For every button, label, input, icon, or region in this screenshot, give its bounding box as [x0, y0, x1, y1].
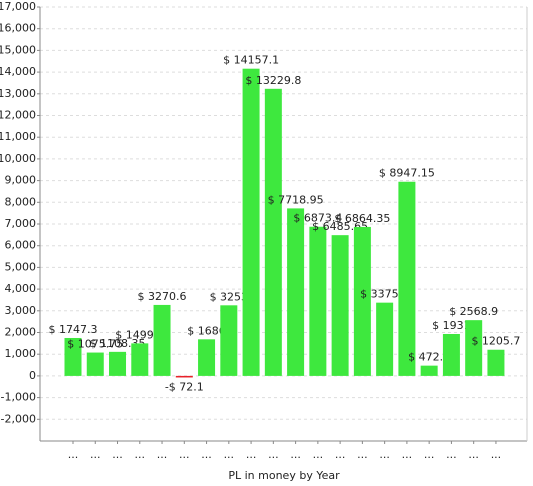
bar [64, 337, 82, 376]
value-label: $ 472.6 [408, 351, 450, 364]
bar [153, 304, 171, 376]
y-tick-label: 12,000 [0, 109, 36, 122]
value-label: $ 3253 [210, 290, 249, 303]
value-label: $ 7718.95 [268, 193, 324, 206]
x-tick-label: ... [402, 448, 413, 461]
bar [465, 320, 483, 376]
x-tick-label: ... [135, 448, 146, 461]
bar [86, 352, 104, 376]
value-label: $ 1075.75 [67, 338, 123, 351]
bar [109, 351, 127, 376]
value-label: $ 14157.1 [223, 54, 279, 67]
bar [264, 88, 282, 376]
y-tick-label: 15,000 [0, 43, 36, 56]
x-tick-label: ... [335, 448, 346, 461]
value-label: $ 8947.15 [379, 167, 435, 180]
y-tick-label: 8,000 [5, 195, 37, 208]
y-tick-label: 4,000 [5, 282, 37, 295]
bar [309, 226, 327, 376]
x-tick-label: ... [112, 448, 123, 461]
bar [175, 375, 193, 378]
x-axis-title: PL in money by Year [228, 469, 340, 482]
bar [242, 68, 260, 376]
x-tick-label: ... [90, 448, 101, 461]
y-tick-label: 17,000 [0, 0, 36, 13]
value-label: $ 3375.2 [360, 288, 409, 301]
y-tick-label: 2,000 [5, 326, 37, 339]
bar [442, 333, 460, 376]
value-label: $ 3270.6 [138, 290, 187, 303]
value-label: $ 2568.9 [449, 305, 498, 318]
value-label: -$ 72.1 [165, 380, 204, 393]
bar [198, 339, 216, 376]
bar [331, 235, 349, 376]
x-tick-label: ... [468, 448, 479, 461]
value-label: $ 1931 [432, 319, 471, 332]
y-tick-label: 13,000 [0, 87, 36, 100]
x-tick-label: ... [157, 448, 168, 461]
value-label: $ 1686 [187, 324, 226, 337]
y-tick-label: 7,000 [5, 217, 37, 230]
bar [287, 208, 305, 376]
x-tick-label: ... [424, 448, 435, 461]
bar [398, 181, 416, 376]
x-tick-label: ... [179, 448, 190, 461]
y-tick-label: 6,000 [5, 239, 37, 252]
x-tick-label: ... [246, 448, 257, 461]
x-tick-label: ... [357, 448, 368, 461]
x-tick-label: ... [379, 448, 390, 461]
x-tick-label: ... [446, 448, 457, 461]
bar [220, 305, 238, 376]
bar [420, 365, 438, 376]
y-tick-label: 0 [29, 369, 36, 382]
y-tick-label: 9,000 [5, 174, 37, 187]
x-tick-label: ... [68, 448, 79, 461]
bar [131, 343, 149, 376]
y-tick-label: 5,000 [5, 260, 37, 273]
value-label: $ 6864.35 [334, 212, 390, 225]
value-label: $ 1499.2 [115, 328, 164, 341]
value-label: $ 1205.7 [471, 335, 520, 348]
bar [376, 302, 394, 376]
x-tick-label: ... [268, 448, 279, 461]
bar [487, 349, 505, 376]
y-tick-label: 1,000 [5, 347, 37, 360]
y-tick-label: -1,000 [1, 391, 36, 404]
value-label: $ 1747.3 [49, 323, 98, 336]
x-tick-label: ... [290, 448, 301, 461]
x-tick-label: ... [224, 448, 235, 461]
value-label: $ 13229.8 [245, 74, 301, 87]
bar [353, 226, 371, 376]
x-tick-label: ... [201, 448, 212, 461]
x-tick-label: ... [313, 448, 324, 461]
y-tick-label: -2,000 [1, 412, 36, 425]
y-tick-label: 14,000 [0, 65, 36, 78]
y-tick-label: 16,000 [0, 22, 36, 35]
x-tick-label: ... [491, 448, 502, 461]
y-tick-label: 3,000 [5, 304, 37, 317]
value-label: $ 6873.4 [293, 212, 342, 225]
y-tick-label: 10,000 [0, 152, 36, 165]
y-tick-label: 11,000 [0, 130, 36, 143]
